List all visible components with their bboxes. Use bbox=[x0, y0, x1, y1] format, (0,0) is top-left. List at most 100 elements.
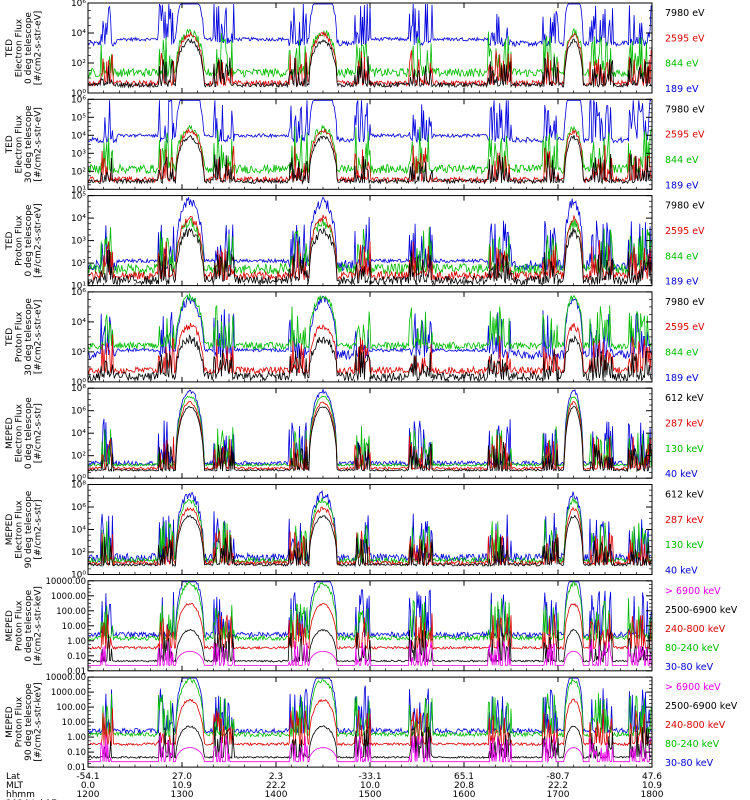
x-tick-label: 22.2 bbox=[548, 781, 568, 791]
legend-entry: 189 eV bbox=[665, 373, 699, 384]
panel-7: 0.01 0.10 1.00 10.00 100.00 1000.00 10000.00 ME… bbox=[5, 577, 738, 677]
y-axis-label-line: MEPED bbox=[5, 417, 15, 449]
y-axis-label-line: Electron Flux bbox=[15, 500, 25, 559]
y-axis-label-line: Proton Flux bbox=[15, 696, 25, 747]
y-axis-label-line: TED bbox=[5, 39, 15, 58]
y-tick-label: 10¹ bbox=[71, 282, 86, 292]
legend-entry: 130 keV bbox=[665, 444, 704, 455]
trace-287-kev bbox=[87, 506, 652, 567]
legend-entry: 2500-6900 keV bbox=[665, 605, 738, 616]
y-tick-label: 10⁴ bbox=[71, 29, 86, 39]
legend-entry: 2595 eV bbox=[665, 322, 705, 333]
y-tick-label: 10⁶ bbox=[71, 0, 86, 9]
x-tick-label: -33.1 bbox=[358, 772, 381, 782]
trace-844-ev bbox=[87, 27, 652, 79]
trace-130-kev bbox=[87, 395, 652, 468]
legend-entry: 612 keV bbox=[665, 490, 704, 501]
y-tick-label: 10⁴ bbox=[71, 526, 86, 536]
y-axis-label-line: 30 deg telescope bbox=[24, 298, 34, 376]
y-tick-label: 1.00 bbox=[67, 637, 86, 647]
x-tick-label: 1200 bbox=[77, 790, 100, 800]
y-axis-label-line: [#/cm2-s-str-eV] bbox=[34, 107, 44, 182]
x-tick-label: -80.7 bbox=[546, 772, 569, 782]
y-axis-label-line: 0 deg telescope bbox=[24, 589, 34, 661]
x-tick-label: 1700 bbox=[547, 790, 570, 800]
y-tick-label: 10⁴ bbox=[71, 131, 86, 141]
y-tick-label: 10² bbox=[71, 452, 86, 462]
x-row-label: Lat bbox=[6, 772, 21, 782]
panel-3: 10¹ 10² 10³ 10⁴ 10⁵ TED Proton Flux 0 deg teles… bbox=[5, 192, 705, 292]
trace-2595-ev bbox=[87, 322, 652, 376]
y-axis-label-line: [#/cm2-s-str] bbox=[34, 403, 44, 463]
y-axis-label-line: 0 deg telescope bbox=[24, 397, 34, 469]
y-axis-label-line: Electron Flux bbox=[15, 18, 25, 77]
y-tick-label: 10000.00 bbox=[45, 577, 86, 587]
legend-entry: 30-80 keV bbox=[665, 662, 714, 673]
legend-entry: 240-800 keV bbox=[665, 624, 726, 635]
y-tick-label: 10⁶ bbox=[71, 503, 86, 513]
y-tick-label: 10⁰ bbox=[71, 474, 86, 484]
y-axis-label-line: [#/cm2-s-str-eV] bbox=[34, 11, 44, 86]
legend-entry: 240-800 keV bbox=[665, 720, 726, 731]
y-tick-label: 0.01 bbox=[67, 667, 86, 677]
trace-2595-ev bbox=[87, 31, 652, 88]
y-tick-label: 1000.00 bbox=[51, 688, 86, 698]
panel-2: 10¹ 10² 10³ 10⁴ 10⁵ 10⁶ TED Electron Flux 30 deg… bbox=[5, 95, 705, 195]
y-axis-label-line: 90 deg telescope bbox=[24, 490, 34, 568]
legend-entry: 7980 eV bbox=[665, 297, 705, 308]
legend-entry: 844 eV bbox=[665, 348, 699, 359]
y-axis-label-line: [#/cm2-s-str-eV] bbox=[34, 300, 44, 375]
legend-entry: 2500-6900 keV bbox=[665, 701, 738, 712]
x-row-label: hhmm bbox=[6, 790, 35, 800]
legend-entry: 40 keV bbox=[665, 469, 698, 480]
y-tick-label: 10² bbox=[71, 348, 86, 358]
y-tick-label: 10⁸ bbox=[71, 384, 86, 394]
x-tick-label: 65.1 bbox=[454, 772, 474, 782]
y-axis-label-line: 0 deg telescope bbox=[24, 204, 34, 276]
y-tick-label: 10² bbox=[71, 259, 86, 269]
legend-entry: 189 eV bbox=[665, 277, 699, 288]
y-tick-label: 0.10 bbox=[67, 748, 86, 758]
trace-189-ev bbox=[87, 3, 652, 48]
legend-entry: 287 keV bbox=[665, 419, 704, 430]
legend-entry: 2595 eV bbox=[665, 130, 705, 141]
x-tick-label: 10.9 bbox=[642, 781, 662, 791]
x-tick-label: 0.0 bbox=[81, 781, 96, 791]
legend-entry: 2595 eV bbox=[665, 226, 705, 237]
legend-entry: 80-240 keV bbox=[665, 643, 720, 654]
y-tick-label: 10000.00 bbox=[45, 673, 86, 683]
x-row-label: MLT bbox=[6, 781, 24, 791]
y-axis-label-line: TED bbox=[5, 231, 15, 250]
y-tick-label: 10⁶ bbox=[71, 288, 86, 298]
trace-612-kev bbox=[87, 405, 652, 473]
trace-240-800-kev bbox=[87, 698, 652, 747]
trace-844-ev bbox=[87, 292, 652, 351]
y-axis-label-line: Proton Flux bbox=[15, 600, 25, 651]
legend-entry: 7980 eV bbox=[665, 104, 705, 115]
x-tick-label: 2.3 bbox=[269, 772, 283, 782]
y-tick-label: 10.00 bbox=[62, 718, 86, 728]
x-tick-label: 1800 bbox=[641, 790, 664, 800]
legend-entry: 80-240 keV bbox=[665, 739, 720, 750]
y-axis-label-line: TED bbox=[5, 328, 15, 347]
trace-7980-ev bbox=[87, 227, 652, 287]
y-tick-label: 1.00 bbox=[67, 733, 86, 743]
x-tick-label: 1600 bbox=[453, 790, 476, 800]
y-tick-label: 10⁰ bbox=[71, 89, 86, 99]
y-tick-label: 10³ bbox=[71, 237, 86, 247]
y-axis-label-line: [#/cm2-s-str-keV] bbox=[34, 682, 44, 761]
y-tick-label: 10² bbox=[71, 167, 86, 177]
x-tick-label: 10.9 bbox=[172, 781, 192, 791]
y-tick-label: 10⁰ bbox=[71, 571, 86, 581]
legend-entry: 287 keV bbox=[665, 515, 704, 526]
x-tick-label: 1300 bbox=[171, 790, 194, 800]
y-tick-label: 10⁴ bbox=[71, 429, 86, 439]
trace-2595-ev bbox=[87, 214, 652, 282]
x-tick-label: 22.2 bbox=[266, 781, 286, 791]
y-tick-label: 10² bbox=[71, 59, 86, 69]
y-tick-label: 10³ bbox=[71, 149, 86, 159]
x-tick-label: 47.6 bbox=[642, 772, 662, 782]
x-axis: LatMLThhmm-54.10.0120027.010.913002.322.… bbox=[6, 772, 664, 800]
